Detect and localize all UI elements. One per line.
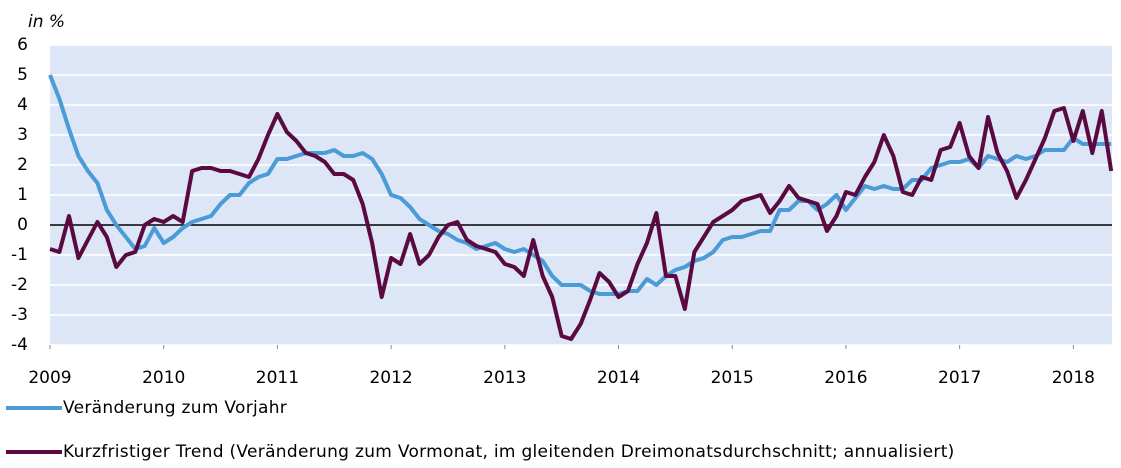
y-tick-label: 0 — [17, 215, 28, 235]
y-tick-label: 1 — [17, 185, 28, 205]
x-tick-label: 2017 — [938, 368, 981, 388]
legend-label: Veränderung zum Vorjahr — [63, 398, 287, 418]
y-tick-label: 6 — [17, 35, 28, 55]
x-tick-label: 2014 — [597, 368, 640, 388]
x-tick-label: 2018 — [1052, 368, 1095, 388]
x-tick-label: 2012 — [369, 368, 412, 388]
x-tick-label: 2016 — [824, 368, 867, 388]
y-tick-label: 4 — [17, 95, 28, 115]
y-tick-label: -3 — [11, 305, 28, 325]
legend-label: Kurzfristiger Trend (Veränderung zum Vor… — [63, 442, 955, 462]
y-tick-label: 5 — [17, 65, 28, 85]
x-tick-label: 2011 — [256, 368, 299, 388]
y-tick-label: 2 — [17, 155, 28, 175]
series-line — [49, 106, 1114, 341]
x-tick-label: 2010 — [142, 368, 185, 388]
x-tick-label: 2009 — [28, 368, 71, 388]
y-tick-label: 3 — [17, 125, 28, 145]
y-axis-label: in % — [28, 12, 65, 32]
x-tick-label: 2013 — [483, 368, 526, 388]
y-tick-label: -4 — [11, 335, 28, 355]
y-tick-label: -2 — [11, 275, 28, 295]
x-tick-label: 2015 — [711, 368, 754, 388]
y-tick-label: -1 — [11, 245, 28, 265]
